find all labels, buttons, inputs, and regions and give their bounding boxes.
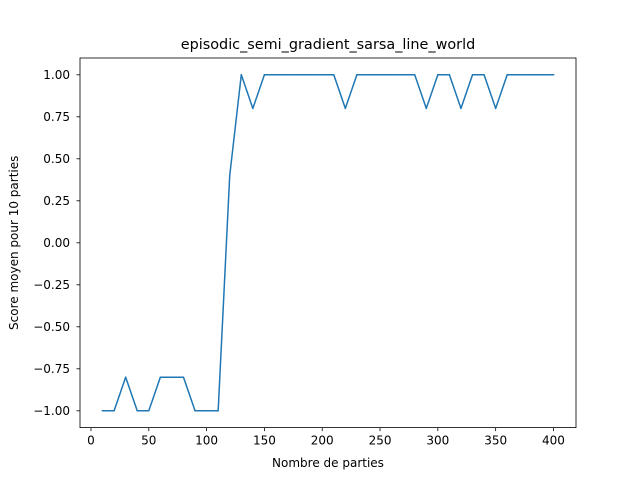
- y-axis-ticks: −1.00 −0.75 −0.50 −0.25 0.00 0.25 0.50 0.75 1.00: [33, 68, 80, 418]
- data-point: [263, 74, 266, 76]
- data-point: [286, 74, 289, 76]
- data-point: [309, 74, 312, 76]
- data-point: [101, 410, 104, 412]
- data-point: [194, 410, 196, 412]
- chart-title: episodic_semi_gradient_sarsa_line_world: [181, 37, 475, 53]
- y-tick-label: 0.75: [43, 110, 70, 124]
- data-point: [113, 410, 115, 412]
- data-point: [240, 74, 243, 76]
- data-point: [552, 74, 555, 76]
- data-point: [182, 376, 185, 378]
- x-tick-label: 350: [484, 434, 507, 448]
- y-tick-label: −0.25: [33, 278, 70, 292]
- data-point: [448, 74, 451, 76]
- data-point: [148, 410, 150, 412]
- data-point: [541, 74, 543, 76]
- data-point: [356, 74, 358, 76]
- data-point: [413, 74, 416, 76]
- data-point: [124, 376, 127, 378]
- y-tick-label: 0.25: [43, 194, 70, 208]
- data-point: [529, 74, 532, 76]
- y-tick-label: 0.50: [43, 152, 70, 166]
- data-point: [506, 74, 508, 76]
- data-point: [252, 107, 254, 110]
- data-point: [437, 74, 439, 76]
- x-tick-label: 50: [141, 434, 156, 448]
- data-point: [483, 74, 485, 76]
- data-point: [367, 74, 370, 76]
- data-point: [390, 74, 393, 76]
- y-tick-label: 0.00: [43, 236, 70, 250]
- data-point: [205, 410, 208, 412]
- data-point: [333, 74, 335, 76]
- x-tick-label: 150: [253, 434, 276, 448]
- data-point: [379, 74, 381, 76]
- y-tick-label: 1.00: [43, 68, 70, 82]
- x-tick-label: 400: [542, 434, 565, 448]
- data-point: [471, 74, 474, 76]
- data-point: [402, 74, 404, 76]
- data-point: [136, 410, 138, 412]
- series-layer: [101, 74, 555, 412]
- data-point: [275, 74, 277, 76]
- y-axis-label: Score moyen pour 10 parties: [7, 156, 21, 330]
- x-axis-label: Nombre de parties: [272, 456, 384, 470]
- data-point: [494, 107, 497, 110]
- data-point: [460, 107, 462, 110]
- x-tick-label: 300: [426, 434, 449, 448]
- data-point: [298, 74, 300, 76]
- x-tick-label: 0: [87, 434, 95, 448]
- y-tick-label: −0.50: [33, 320, 70, 334]
- data-point: [171, 376, 173, 378]
- x-tick-label: 200: [311, 434, 334, 448]
- y-tick-label: −0.75: [33, 362, 70, 376]
- x-axis-ticks: 0 50 100 150 200 250 300 350 400: [87, 427, 565, 448]
- data-point: [159, 376, 162, 378]
- series-line-0: [101, 74, 555, 412]
- data-point: [321, 74, 323, 76]
- data-point: [228, 174, 231, 177]
- data-point: [344, 107, 347, 110]
- y-tick-label: −1.00: [33, 404, 70, 418]
- data-point: [217, 410, 219, 412]
- plot-area: [80, 58, 576, 428]
- x-tick-label: 100: [195, 434, 218, 448]
- plot-frame: [79, 57, 577, 429]
- x-tick-label: 250: [369, 434, 392, 448]
- data-point: [518, 74, 520, 76]
- data-point: [425, 107, 428, 110]
